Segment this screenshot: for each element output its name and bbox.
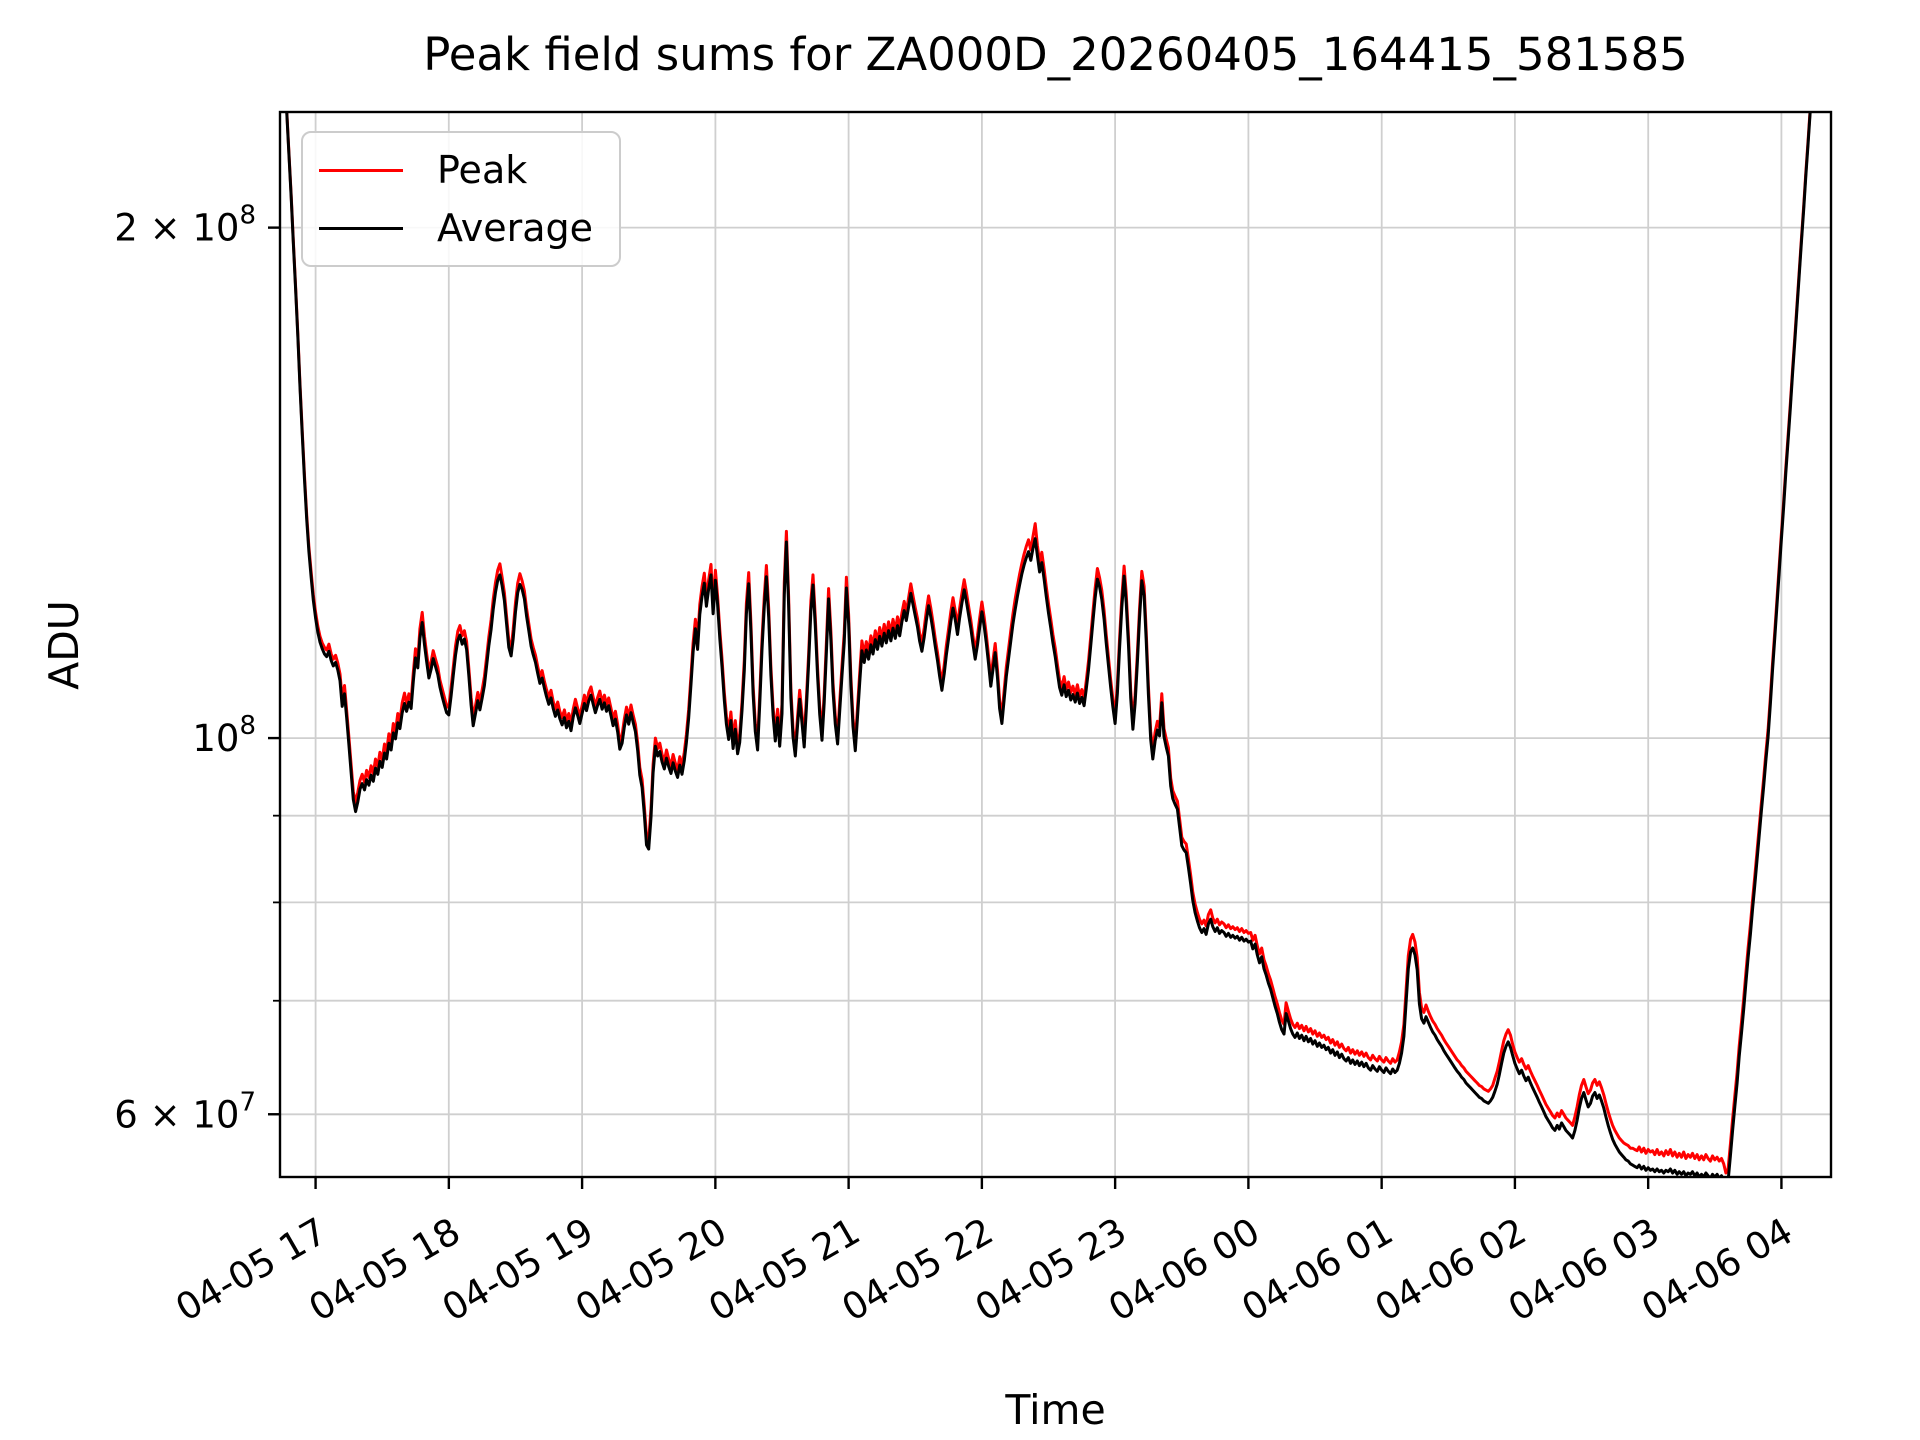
y-tick-label: 6 × 107: [114, 1087, 256, 1136]
x-tick-label: 04-05 20: [568, 1210, 734, 1330]
x-tick-label: 04-06 00: [1101, 1210, 1267, 1330]
x-tick-label: 04-06 03: [1501, 1210, 1667, 1330]
x-tick-label: 04-05 19: [435, 1210, 601, 1330]
x-tick-label: 04-05 21: [702, 1210, 868, 1330]
x-tick-label: 04-05 22: [835, 1210, 1001, 1330]
legend: Peak Average: [301, 131, 622, 267]
x-tick-label: 04-06 04: [1634, 1210, 1800, 1330]
legend-item-peak: Peak: [319, 144, 593, 196]
y-axis-title: ADU: [40, 600, 88, 690]
legend-swatch-peak-line: [319, 168, 403, 172]
y-tick-label: 2 × 108: [114, 201, 256, 250]
y-tick-label: 108: [192, 711, 256, 760]
legend-label-average: Average: [437, 206, 594, 250]
x-tick-label: 04-05 23: [968, 1210, 1134, 1330]
legend-swatch-average-line: [319, 226, 403, 230]
legend-label-peak: Peak: [437, 148, 528, 192]
x-tick-label: 04-06 02: [1368, 1210, 1534, 1330]
chart-title: Peak field sums for ZA000D_20260405_1644…: [423, 28, 1688, 81]
x-tick-label: 04-05 18: [302, 1210, 468, 1330]
x-tick-label: 04-05 17: [169, 1210, 335, 1330]
average-series-line: [285, 112, 1812, 1177]
x-axis-title: Time: [1005, 1386, 1106, 1434]
x-tick-label: 04-06 01: [1235, 1210, 1401, 1330]
legend-item-average: Average: [319, 202, 593, 254]
plot-border: [278, 110, 1833, 1179]
